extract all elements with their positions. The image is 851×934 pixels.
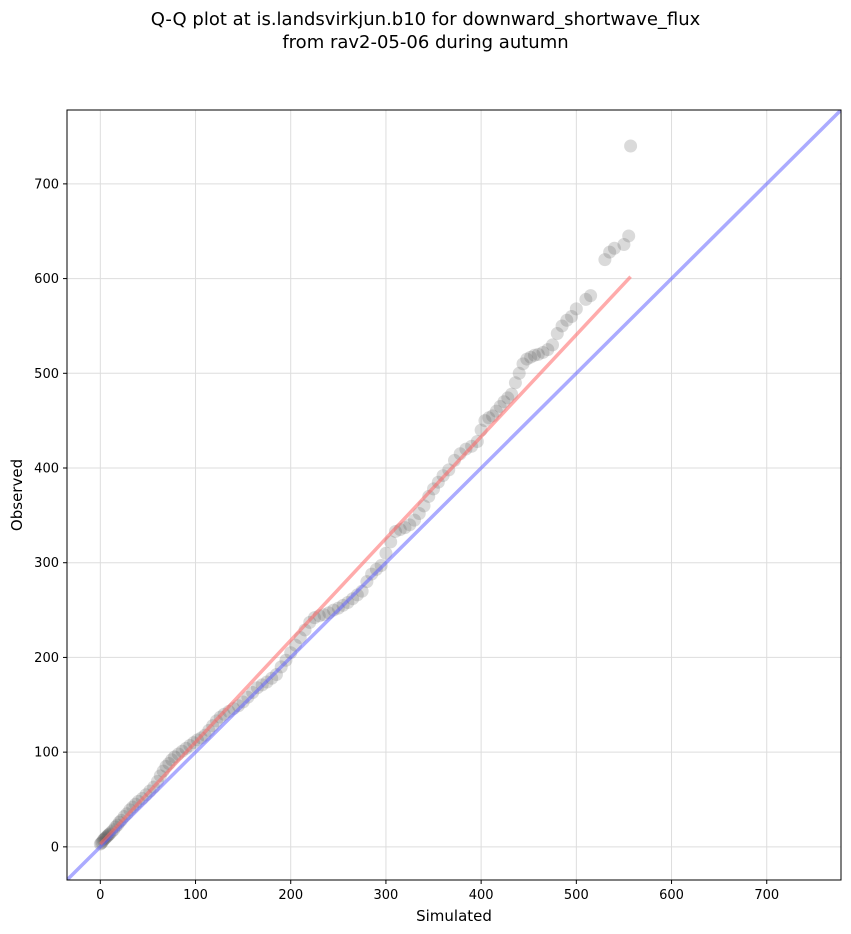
data-point (531, 347, 545, 361)
data-point (565, 309, 579, 323)
x-tick-label: 400 (469, 888, 494, 903)
data-point (250, 681, 264, 695)
data-point (236, 695, 250, 709)
y-tick-label: 400 (34, 462, 59, 477)
data-point (520, 352, 534, 366)
data-point (541, 343, 555, 357)
y-tick-label: 500 (34, 367, 59, 382)
data-point (555, 319, 569, 333)
x-tick-label: 700 (754, 888, 779, 903)
x-tick-label: 600 (659, 888, 684, 903)
chart-title-line-2: from rav2-05-06 during autumn (282, 32, 569, 53)
data-point (560, 313, 574, 327)
reference-lines (67, 110, 841, 880)
data-point (598, 253, 612, 267)
data-point (403, 518, 417, 532)
data-point (317, 608, 331, 622)
data-point (501, 391, 515, 405)
data-point (505, 387, 519, 401)
data-point (493, 399, 507, 413)
data-point (624, 139, 638, 153)
data-point (569, 302, 583, 316)
y-tick-label: 0 (51, 840, 59, 855)
y-tick-label: 700 (34, 177, 59, 192)
data-point (153, 769, 167, 783)
data-points (93, 139, 638, 851)
data-point (346, 592, 360, 606)
data-point (412, 506, 426, 520)
axis-ticks: 0 100 200 300 400 500 600 700 0 100 200 300 400 500 60… (34, 177, 779, 903)
data-point (622, 229, 636, 243)
data-point (308, 611, 322, 625)
fit-line (99, 275, 632, 846)
data-point (365, 567, 379, 581)
data-point (508, 376, 522, 390)
identity-line (67, 110, 841, 880)
y-tick-label: 600 (34, 272, 59, 287)
x-tick-label: 0 (96, 888, 104, 903)
data-point (350, 588, 364, 602)
data-point (246, 685, 260, 699)
data-point (241, 690, 255, 704)
y-tick-label: 100 (34, 746, 59, 761)
data-point (536, 345, 550, 359)
plot-frame (66, 109, 842, 881)
y-tick-label: 200 (34, 651, 59, 666)
data-point (527, 348, 541, 362)
data-point (516, 357, 530, 371)
data-point (231, 699, 245, 713)
x-tick-label: 100 (183, 888, 208, 903)
y-axis-label: Observed (8, 459, 26, 531)
data-point (607, 241, 621, 255)
data-point (617, 237, 631, 251)
data-point (388, 524, 402, 538)
data-point (407, 513, 421, 527)
x-axis-label: Simulated (416, 907, 492, 925)
data-point (584, 289, 598, 303)
data-point (546, 338, 560, 352)
data-point (482, 411, 496, 425)
chart-title: Q-Q plot at is.landsvirkjun.b10 for down… (0, 8, 851, 54)
chart-title-line-1: Q-Q plot at is.landsvirkjun.b10 for down… (150, 9, 701, 30)
data-point (369, 562, 383, 576)
y-tick-label: 300 (34, 556, 59, 571)
data-point (179, 741, 193, 755)
data-point (550, 327, 564, 341)
data-point (379, 546, 393, 560)
data-point (459, 442, 473, 456)
data-point (398, 521, 412, 535)
data-point (524, 350, 538, 364)
data-point (497, 395, 511, 409)
x-tick-label: 500 (564, 888, 589, 903)
data-point (269, 667, 283, 681)
data-point (579, 292, 593, 306)
data-point (478, 414, 492, 428)
data-point (603, 245, 617, 259)
data-point (422, 489, 436, 503)
x-tick-label: 200 (278, 888, 303, 903)
data-point (512, 366, 526, 380)
x-tick-label: 300 (374, 888, 399, 903)
